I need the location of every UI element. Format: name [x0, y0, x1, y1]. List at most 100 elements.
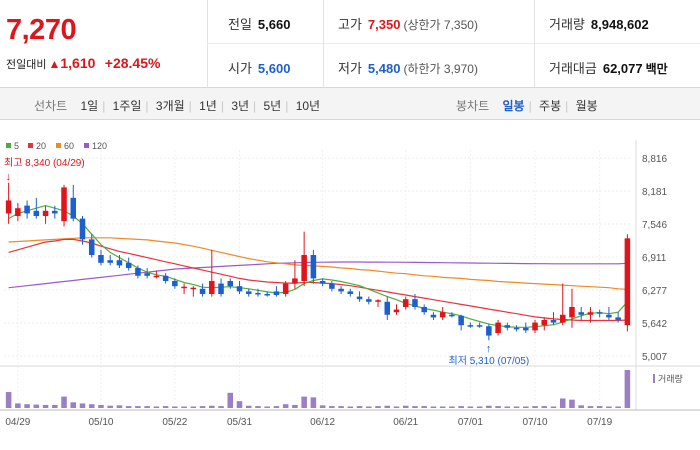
volume-bar-9 — [88, 404, 95, 408]
legend-swatch-1 — [28, 143, 33, 148]
chart-grid — [4, 150, 632, 410]
candle-body-31 — [292, 278, 298, 284]
prev-close-label: 전일 — [228, 17, 252, 32]
volume-bar-25 — [236, 401, 243, 408]
volume-bar-2 — [24, 404, 30, 408]
y-tick-label-3: 6,911 — [642, 253, 667, 264]
period-1d-button[interactable]: 1일 — [80, 99, 99, 113]
x-tick-label-3: 05/31 — [227, 417, 252, 428]
candle-body-29 — [273, 291, 280, 296]
volume-bar-56 — [523, 406, 529, 408]
chart-toolbar: 선차트 1일 | 1주일 | 3개월 | 1년 | 3년 | 5년 | 10년 봉차트 일봉… — [0, 88, 700, 120]
candle-body-44 — [412, 299, 418, 307]
legend-swatch-3 — [84, 143, 89, 148]
open-label: 시가 — [228, 61, 252, 76]
candle-body-3 — [33, 210, 40, 217]
volume-bar-57 — [532, 406, 538, 408]
candle-body-38 — [356, 296, 363, 300]
candle-body-13 — [125, 262, 132, 268]
volume-bar-11 — [107, 405, 113, 408]
period-5y-button[interactable]: 5년 — [263, 99, 282, 113]
volume-bar-51 — [476, 406, 483, 408]
chart-axes: 8,816 8,181 7,546 6,911 6,277 5,642 5,007 04/29… — [0, 140, 700, 428]
volume-bar-49 — [458, 406, 464, 408]
amount-stat: 거래대금 62,077 백만 — [549, 58, 668, 77]
volume-bar-41 — [384, 405, 391, 408]
amount-unit: 백만 — [645, 62, 668, 76]
volume-bar-46 — [430, 406, 437, 408]
y-tick-label-4: 6,277 — [642, 286, 667, 297]
volume-bar-62 — [578, 405, 584, 408]
candle-body-16 — [153, 275, 160, 278]
volume-bar-42 — [393, 406, 400, 408]
volume-bar-66 — [615, 406, 621, 408]
candle-body-28 — [264, 293, 270, 296]
legend-label-1: 20 — [36, 141, 46, 151]
volume-bar-40 — [375, 406, 381, 408]
volume-bar-55 — [513, 406, 520, 408]
change-label: 전일대비 — [6, 59, 47, 71]
period-3m-button[interactable]: 3개월 — [155, 99, 185, 113]
volume-bar-6 — [61, 396, 67, 408]
option-divider: | — [565, 99, 569, 113]
volume-bar-65 — [606, 406, 612, 408]
volume-bar-67 — [624, 370, 631, 408]
volume-bar-3 — [33, 404, 40, 408]
volume-bar-39 — [366, 406, 372, 408]
volume-bar-16 — [153, 406, 160, 408]
volume-bar-59 — [550, 406, 557, 408]
volume-bar-29 — [273, 406, 280, 408]
x-tick-label-1: 05/10 — [88, 417, 113, 428]
high-label: 고가 — [338, 17, 362, 32]
stock-chart[interactable]: 5 20 60 120 최고 8,340 (04/29) ↓ ↑최저 5,310 (07/… — [0, 120, 700, 450]
stock-summary: 7,270 전일대비 ▲1,610 +28.45% 전일 5,660 시가 5,600… — [0, 0, 700, 88]
monthly-candle-button[interactable]: 월봉 — [575, 99, 598, 113]
candle-body-47 — [439, 312, 446, 318]
candle-body-40 — [375, 300, 381, 302]
candle-body-35 — [329, 283, 335, 289]
candle-chart-label: 봉차트 — [456, 99, 490, 113]
candle-body-33 — [310, 254, 317, 279]
weekly-candle-button[interactable]: 주봉 — [539, 99, 562, 113]
max-annotation: 최고 8,340 (04/29) — [4, 157, 85, 169]
min-arrow-icon: ↑ — [486, 343, 492, 355]
open-value: 5,600 — [257, 61, 291, 76]
option-divider: | — [285, 99, 289, 113]
open-stat: 시가 5,600 — [228, 58, 290, 77]
low-value: 5,480 — [367, 61, 401, 76]
daily-candle-button[interactable]: 일봉 — [502, 99, 525, 113]
candle-body-8 — [79, 218, 86, 240]
volume-bar-20 — [190, 406, 197, 408]
volume-value: 8,948,602 — [590, 17, 649, 32]
up-arrow-icon: ▲ — [48, 57, 61, 71]
volume-bar-23 — [218, 406, 224, 408]
candle-body-1 — [15, 208, 21, 217]
period-1y-button[interactable]: 1년 — [199, 99, 217, 113]
volume-bar-44 — [412, 406, 418, 408]
period-1w-button[interactable]: 1주일 — [112, 99, 142, 113]
option-divider: | — [528, 99, 532, 113]
candle-body-65 — [606, 314, 612, 318]
period-10y-button[interactable]: 10년 — [295, 99, 321, 113]
price-block: 7,270 전일대비 ▲1,610 +28.45% — [0, 0, 208, 87]
option-divider: | — [188, 99, 192, 113]
option-divider: | — [220, 99, 224, 113]
period-3y-button[interactable]: 3년 — [231, 99, 250, 113]
option-divider: | — [145, 99, 149, 113]
volume-bar-53 — [495, 406, 501, 408]
candle-body-49 — [458, 315, 464, 326]
candle-body-25 — [236, 286, 243, 292]
volume-bar-8 — [79, 403, 86, 408]
candle-body-42 — [393, 309, 400, 313]
x-tick-label-6: 07/01 — [458, 417, 483, 428]
change-percent: +28.45% — [104, 55, 161, 71]
low-stat: 저가 5,480 (하한가 3,970) — [338, 58, 478, 77]
y-tick-label-5: 5,642 — [642, 319, 667, 330]
candle-body-55 — [513, 327, 520, 330]
candle-body-56 — [523, 327, 529, 331]
x-tick-label-4: 06/12 — [310, 417, 335, 428]
candle-body-2 — [24, 205, 30, 214]
candle-body-34 — [319, 280, 326, 284]
candle-body-66 — [615, 317, 621, 320]
volume-bar-50 — [467, 406, 474, 408]
